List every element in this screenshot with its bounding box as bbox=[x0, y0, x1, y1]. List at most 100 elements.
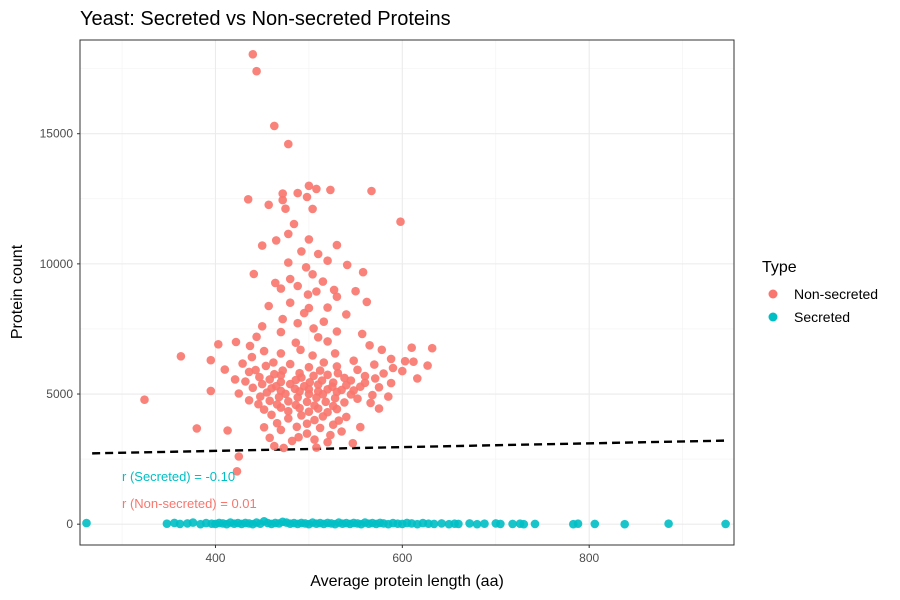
trend-line bbox=[92, 439, 725, 455]
point-non-secreted bbox=[223, 426, 232, 435]
point-non-secreted bbox=[370, 360, 379, 369]
point-non-secreted bbox=[267, 410, 276, 420]
point-non-secreted bbox=[312, 443, 321, 452]
point-secreted bbox=[437, 519, 446, 528]
point-non-secreted bbox=[244, 367, 254, 377]
point-non-secreted bbox=[337, 427, 346, 436]
point-non-secreted bbox=[356, 422, 365, 432]
point-non-secreted bbox=[259, 405, 269, 414]
point-non-secreted bbox=[312, 184, 321, 194]
point-non-secreted bbox=[265, 375, 275, 384]
point-non-secreted bbox=[295, 403, 304, 413]
point-non-secreted bbox=[309, 324, 318, 333]
x-tick-label: 600 bbox=[392, 551, 412, 565]
x-tick-label: 800 bbox=[579, 551, 599, 565]
point-non-secreted bbox=[413, 374, 422, 383]
y-tick-label: 15000 bbox=[40, 127, 74, 141]
chart-title: Yeast: Secreted vs Non-secreted Proteins bbox=[80, 8, 451, 30]
point-non-secreted bbox=[318, 412, 328, 421]
point-non-secreted bbox=[312, 393, 321, 403]
point-non-secreted bbox=[269, 358, 278, 367]
series-secreted bbox=[82, 517, 730, 529]
point-non-secreted bbox=[271, 278, 280, 288]
point-non-secreted bbox=[293, 318, 303, 328]
point-secreted bbox=[162, 519, 172, 528]
point-non-secreted bbox=[423, 361, 432, 370]
point-secreted bbox=[573, 519, 583, 528]
point-non-secreted bbox=[301, 263, 311, 272]
point-non-secreted bbox=[340, 373, 349, 383]
point-non-secreted bbox=[284, 397, 293, 406]
legend-label-non-secreted: Non-secreted bbox=[794, 286, 878, 302]
point-non-secreted bbox=[323, 337, 332, 346]
annotation-r-secreted: r (Secreted) = -0.10 bbox=[122, 469, 235, 484]
point-non-secreted bbox=[310, 435, 319, 444]
point-non-secreted bbox=[285, 298, 295, 308]
point-non-secreted bbox=[230, 375, 240, 384]
point-non-secreted bbox=[342, 260, 352, 270]
point-non-secreted bbox=[297, 411, 306, 420]
point-non-secreted bbox=[284, 406, 293, 416]
point-non-secreted bbox=[308, 270, 317, 279]
point-non-secreted bbox=[248, 383, 258, 393]
point-non-secreted bbox=[234, 452, 244, 461]
grid-lines bbox=[80, 40, 734, 545]
point-non-secreted bbox=[304, 389, 314, 399]
point-secreted bbox=[664, 519, 673, 528]
point-non-secreted bbox=[220, 365, 230, 374]
point-non-secreted bbox=[249, 269, 259, 279]
point-non-secreted bbox=[296, 345, 305, 355]
point-non-secreted bbox=[241, 377, 250, 386]
point-non-secreted bbox=[264, 301, 274, 311]
point-non-secreted bbox=[315, 366, 325, 375]
point-secreted bbox=[188, 518, 198, 527]
point-non-secreted bbox=[323, 256, 332, 266]
point-non-secreted bbox=[351, 286, 360, 296]
point-non-secreted bbox=[321, 397, 331, 407]
point-non-secreted bbox=[304, 407, 314, 417]
point-non-secreted bbox=[312, 287, 321, 296]
x-axis-ticks: 400 600 800 bbox=[205, 545, 600, 565]
point-non-secreted bbox=[398, 366, 407, 376]
point-secreted bbox=[721, 519, 730, 529]
point-non-secreted bbox=[206, 386, 216, 396]
point-non-secreted bbox=[284, 414, 293, 423]
y-axis-ticks: 0 5000 10000 15000 bbox=[40, 127, 80, 531]
y-tick-label: 0 bbox=[66, 517, 73, 531]
point-non-secreted bbox=[276, 371, 286, 380]
point-non-secreted bbox=[252, 66, 261, 76]
point-non-secreted bbox=[384, 392, 393, 401]
point-non-secreted bbox=[318, 390, 328, 399]
point-non-secreted bbox=[319, 317, 329, 327]
point-non-secreted bbox=[340, 398, 349, 407]
point-non-secreted bbox=[374, 383, 384, 392]
point-non-secreted bbox=[330, 349, 340, 358]
point-secreted bbox=[472, 519, 482, 529]
point-non-secreted bbox=[257, 379, 267, 389]
point-non-secreted bbox=[292, 422, 302, 432]
point-non-secreted bbox=[257, 241, 267, 250]
point-non-secreted bbox=[308, 204, 317, 214]
point-non-secreted bbox=[313, 404, 323, 413]
point-non-secreted bbox=[238, 359, 247, 368]
point-non-secreted bbox=[234, 389, 244, 398]
point-non-secreted bbox=[319, 358, 329, 367]
point-non-secreted bbox=[252, 332, 261, 342]
point-non-secreted bbox=[265, 433, 275, 443]
point-secreted bbox=[496, 519, 505, 529]
point-non-secreted bbox=[291, 338, 301, 348]
point-non-secreted bbox=[333, 368, 343, 378]
point-non-secreted bbox=[386, 354, 396, 364]
point-non-secreted bbox=[302, 192, 312, 202]
point-secreted bbox=[519, 519, 529, 529]
point-non-secreted bbox=[368, 390, 377, 400]
point-non-secreted bbox=[379, 369, 388, 378]
point-non-secreted bbox=[255, 372, 264, 382]
point-non-secreted bbox=[265, 396, 275, 406]
point-non-secreted bbox=[281, 204, 290, 213]
point-non-secreted bbox=[297, 247, 306, 256]
point-non-secreted bbox=[386, 378, 396, 388]
point-non-secreted bbox=[259, 346, 269, 356]
point-secreted bbox=[82, 518, 91, 528]
point-non-secreted bbox=[302, 419, 312, 429]
